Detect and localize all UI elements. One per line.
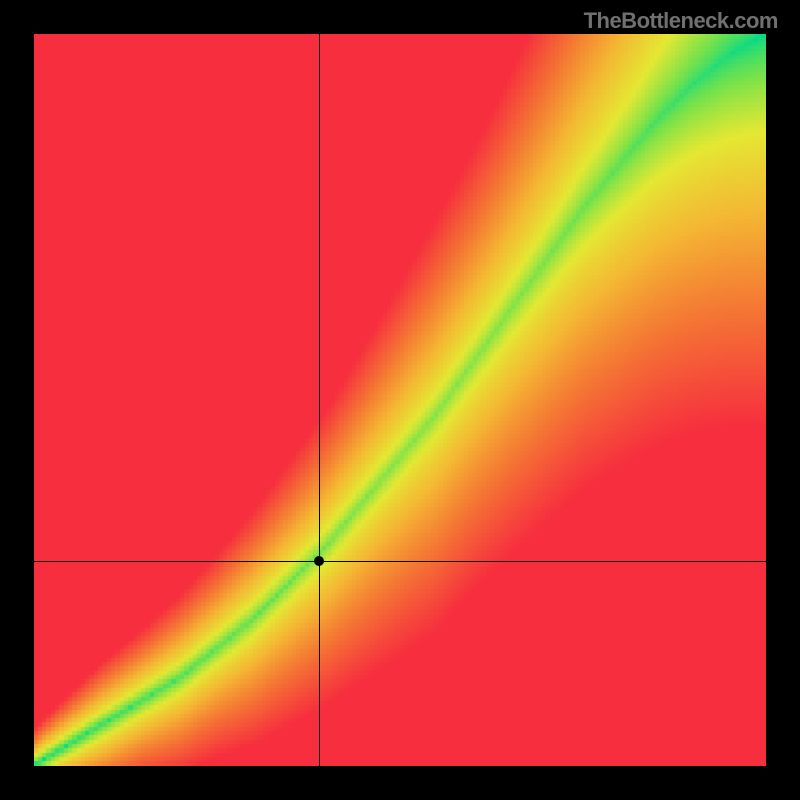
crosshair-horizontal [34,561,766,562]
crosshair-vertical [319,34,320,766]
heatmap-canvas [34,34,766,766]
heatmap-plot [34,34,766,766]
watermark-text: TheBottleneck.com [584,8,778,34]
marker-point [314,556,324,566]
